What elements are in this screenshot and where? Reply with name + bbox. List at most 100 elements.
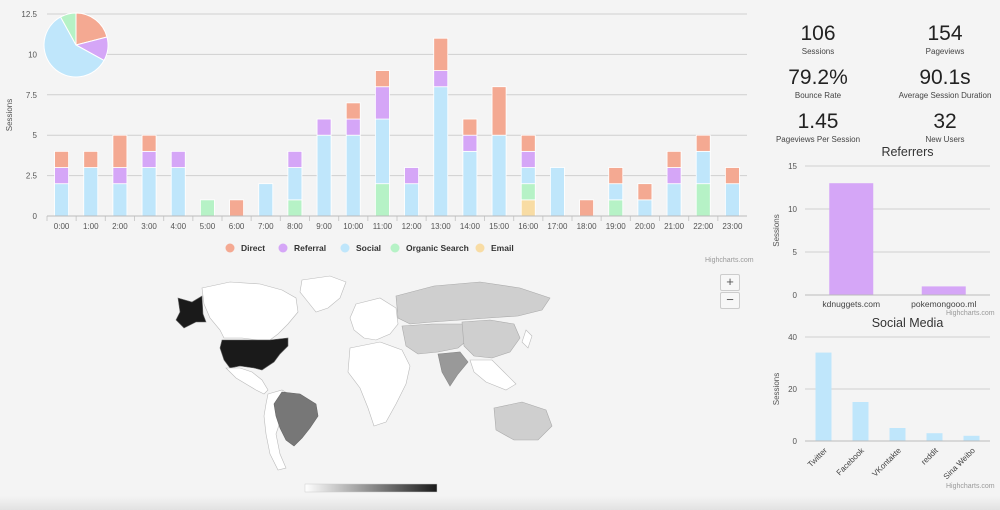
bar-segment-direct[interactable] <box>375 70 390 88</box>
pie-slice-direct[interactable] <box>75 12 108 46</box>
bar[interactable] <box>963 435 980 441</box>
map-country-russia[interactable] <box>395 281 551 325</box>
bar-segment-referral[interactable] <box>170 150 186 168</box>
bar[interactable] <box>852 402 869 441</box>
bar-segment-referral[interactable] <box>462 134 478 152</box>
bar-segment-direct[interactable] <box>83 150 99 168</box>
y-tick-label: 15 <box>788 162 797 171</box>
bar-segment-social[interactable] <box>345 134 361 217</box>
bar-segment-direct[interactable] <box>433 37 449 71</box>
zoom-in-button[interactable]: + <box>720 274 740 291</box>
bar-segment-direct[interactable] <box>141 134 157 152</box>
bar-segment-social[interactable] <box>520 167 536 185</box>
map-country-europe[interactable] <box>349 297 399 341</box>
bar-segment-direct[interactable] <box>608 167 624 185</box>
bar-segment-social[interactable] <box>83 167 99 217</box>
bar-segment-direct[interactable] <box>491 86 507 136</box>
map-country-canada[interactable] <box>201 281 299 341</box>
legend-item-email[interactable]: Email <box>491 243 514 253</box>
bar-segment-organic-search[interactable] <box>200 199 215 217</box>
y-tick-label: 5 <box>793 248 798 257</box>
bar-segment-direct[interactable] <box>229 199 244 217</box>
bar-segment-direct[interactable] <box>579 199 594 217</box>
bar-segment-referral[interactable] <box>287 150 303 168</box>
kpi-label: Bounce Rate <box>794 91 842 100</box>
map-country-mexico[interactable] <box>225 367 269 395</box>
map-country-africa[interactable] <box>347 341 411 427</box>
highcharts-credit[interactable]: Highcharts.com <box>946 483 995 490</box>
bar-segment-referral[interactable] <box>345 118 361 136</box>
bar-segment-email[interactable] <box>520 199 536 217</box>
bar-segment-direct[interactable] <box>112 134 128 168</box>
map-country-alaska[interactable] <box>175 295 207 329</box>
bar-segment-referral[interactable] <box>141 150 157 168</box>
zoom-out-button[interactable]: − <box>720 292 740 309</box>
bar[interactable] <box>815 352 832 441</box>
bar-segment-direct[interactable] <box>695 134 711 152</box>
bar[interactable] <box>926 433 943 441</box>
bar-segment-social[interactable] <box>375 118 390 185</box>
bar-segment-social[interactable] <box>404 183 419 217</box>
bar-segment-direct[interactable] <box>345 102 361 120</box>
bar-segment-social[interactable] <box>550 167 565 217</box>
bar-segment-social[interactable] <box>258 183 274 217</box>
bar-segment-social[interactable] <box>287 167 303 201</box>
highcharts-credit[interactable]: Highcharts.com <box>705 257 754 264</box>
pie-slice-organic-search[interactable] <box>59 12 77 46</box>
map-country-southeast-asia[interactable] <box>469 359 517 391</box>
map-country-china[interactable] <box>461 319 521 359</box>
bar[interactable] <box>829 183 874 295</box>
bar-segment-direct[interactable] <box>637 183 653 201</box>
bar-segment-referral[interactable] <box>433 70 449 88</box>
bar-segment-referral[interactable] <box>316 118 332 136</box>
bar-segment-referral[interactable] <box>666 167 682 185</box>
bar-segment-organic-search[interactable] <box>375 183 390 217</box>
map-country-usa[interactable] <box>219 337 289 371</box>
bar-segment-social[interactable] <box>725 183 740 217</box>
bar-segment-referral[interactable] <box>375 86 390 120</box>
bar-segment-organic-search[interactable] <box>287 199 303 217</box>
social-media-chart: Social Media 0 20 40 Sessions Twitter Facebook… <box>772 316 990 481</box>
map-country-india[interactable] <box>437 351 469 387</box>
bar-segment-social[interactable] <box>491 134 507 217</box>
map-country-central-asia[interactable] <box>401 323 471 355</box>
bar-segment-referral[interactable] <box>520 150 536 168</box>
bar-segment-social[interactable] <box>462 150 478 217</box>
map-country-japan[interactable] <box>521 329 533 349</box>
bar-segment-social[interactable] <box>112 183 128 217</box>
bar-segment-social[interactable] <box>141 167 157 217</box>
bar-segment-direct[interactable] <box>54 150 69 168</box>
bar-segment-referral[interactable] <box>404 167 419 185</box>
world-map[interactable] <box>170 268 570 478</box>
bar-segment-referral[interactable] <box>54 167 69 185</box>
bar-segment-referral[interactable] <box>112 167 128 185</box>
bar-segment-direct[interactable] <box>520 134 536 152</box>
bar[interactable] <box>889 428 906 441</box>
bar-segment-social[interactable] <box>316 134 332 217</box>
x-tick-label: 22:00 <box>693 222 714 231</box>
bar-segment-social[interactable] <box>433 86 449 217</box>
bar-segment-direct[interactable] <box>462 118 478 136</box>
highcharts-credit[interactable]: Highcharts.com <box>946 310 995 317</box>
legend-item-social[interactable]: Social <box>356 243 381 253</box>
bar-segment-social[interactable] <box>695 150 711 185</box>
pie-slice-social[interactable] <box>43 16 105 78</box>
map-country-brazil[interactable] <box>273 391 319 447</box>
bar-segment-social[interactable] <box>54 183 69 217</box>
bar-segment-direct[interactable] <box>666 150 682 168</box>
bar-segment-organic-search[interactable] <box>695 183 711 217</box>
map-country-greenland[interactable] <box>299 275 347 313</box>
bar[interactable] <box>921 286 966 295</box>
bar-segment-direct[interactable] <box>725 167 740 185</box>
bar-segment-social[interactable] <box>608 183 624 201</box>
legend-item-referral[interactable]: Referral <box>294 243 326 253</box>
legend-item-organic-search[interactable]: Organic Search <box>406 243 469 253</box>
bar-segment-organic-search[interactable] <box>608 199 624 217</box>
map-country-australia[interactable] <box>493 401 553 441</box>
bar-segment-social[interactable] <box>666 183 682 217</box>
bar-segment-social[interactable] <box>637 199 653 217</box>
legend-item-direct[interactable]: Direct <box>241 243 265 253</box>
bar-segment-social[interactable] <box>170 167 186 217</box>
x-tick-label: 16:00 <box>518 222 539 231</box>
bar-segment-organic-search[interactable] <box>520 183 536 201</box>
